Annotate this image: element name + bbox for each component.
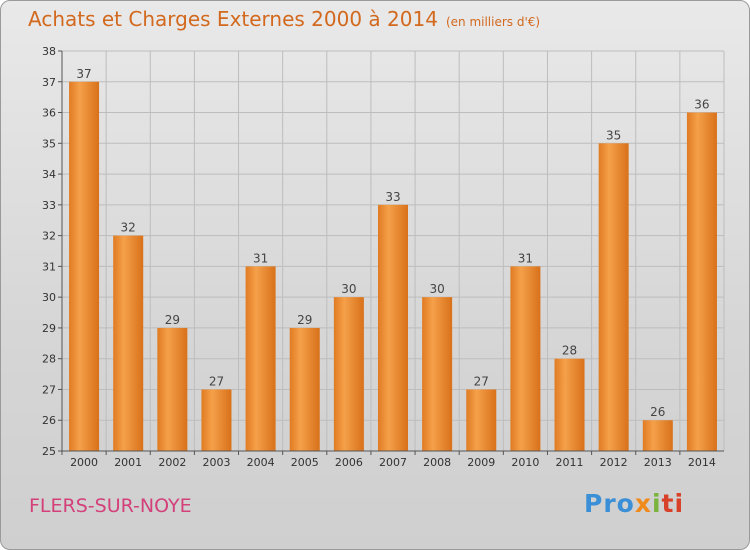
data-label: 31 [518,251,533,265]
bar-2013 [642,420,673,451]
data-label: 29 [165,313,180,327]
x-tick-label: 2012 [600,456,628,469]
x-tick-label: 2000 [70,456,98,469]
y-tick-label: 30 [42,291,56,304]
data-label: 29 [297,313,312,327]
commune-name: FLERS-SUR-NOYE [29,495,192,517]
x-tick-label: 2011 [556,456,584,469]
x-tick-label: 2009 [467,456,495,469]
bar-2002 [157,327,188,451]
data-label: 37 [76,67,91,81]
bar-2007 [378,204,408,451]
data-label: 30 [341,282,356,296]
bar-2011 [554,358,585,451]
x-tick-label: 2001 [114,456,142,469]
bar-2000 [69,81,100,452]
data-label: 28 [562,344,577,358]
bar-2008 [422,297,453,451]
chart-unit: (en milliers d'€) [445,15,541,29]
logo-part-3: i [651,489,662,518]
data-label: 31 [253,251,268,265]
x-tick-label: 2010 [511,456,539,469]
y-tick-label: 33 [42,199,56,212]
y-tick-label: 29 [42,322,56,335]
y-tick-label: 26 [42,414,56,427]
data-label: 27 [474,374,489,388]
data-label: 36 [694,98,709,112]
proxiti-logo[interactable]: Proxiti [584,489,684,518]
y-tick-label: 31 [42,260,56,273]
x-tick-label: 2004 [247,456,275,469]
y-tick-label: 27 [42,383,56,396]
y-tick-label: 25 [42,445,56,458]
x-tick-label: 2008 [423,456,451,469]
logo-part-2: x [634,489,652,518]
x-tick-label: 2006 [335,456,363,469]
x-tick-label: 2005 [291,456,319,469]
axes: 25 26 27 28 29 30 31 32 33 34 35 36 37 38 2000 2001 2002… [42,45,724,469]
data-label: 27 [209,374,224,388]
logo-part-4: ti [661,489,685,518]
bar-2006 [333,297,364,451]
y-tick-label: 36 [42,107,56,120]
bar-2001 [113,235,144,451]
data-label: 35 [606,128,621,142]
y-tick-label: 38 [42,45,56,58]
y-tick-label: 35 [42,137,56,150]
data-label: 30 [429,282,444,296]
y-tick-label: 34 [42,168,56,181]
x-tick-label: 2003 [202,456,230,469]
x-tick-label: 2007 [379,456,407,469]
x-tick-label: 2014 [688,456,716,469]
bar-2012 [598,143,629,452]
data-label: 33 [385,190,400,204]
bar-2004 [245,266,276,451]
chart-title: Achats et Charges Externes 2000 à 2014 (e… [28,7,540,31]
bars: 37 32 29 27 31 29 30 33 30 27 31 28 35 26 36 [69,67,717,452]
bar-2010 [510,266,541,451]
data-label: 26 [650,405,665,419]
x-tick-label: 2013 [644,456,672,469]
x-tick-label: 2002 [158,456,186,469]
logo-part-1: Pro [584,489,635,518]
bar-2005 [289,327,320,451]
bar-2009 [466,389,497,451]
y-tick-label: 37 [42,76,56,89]
bar-2003 [201,389,232,451]
bar-2014 [686,112,717,452]
y-tick-label: 32 [42,230,56,243]
y-tick-label: 28 [42,353,56,366]
chart-title-text: Achats et Charges Externes 2000 à 2014 [28,7,438,31]
data-label: 32 [121,221,136,235]
